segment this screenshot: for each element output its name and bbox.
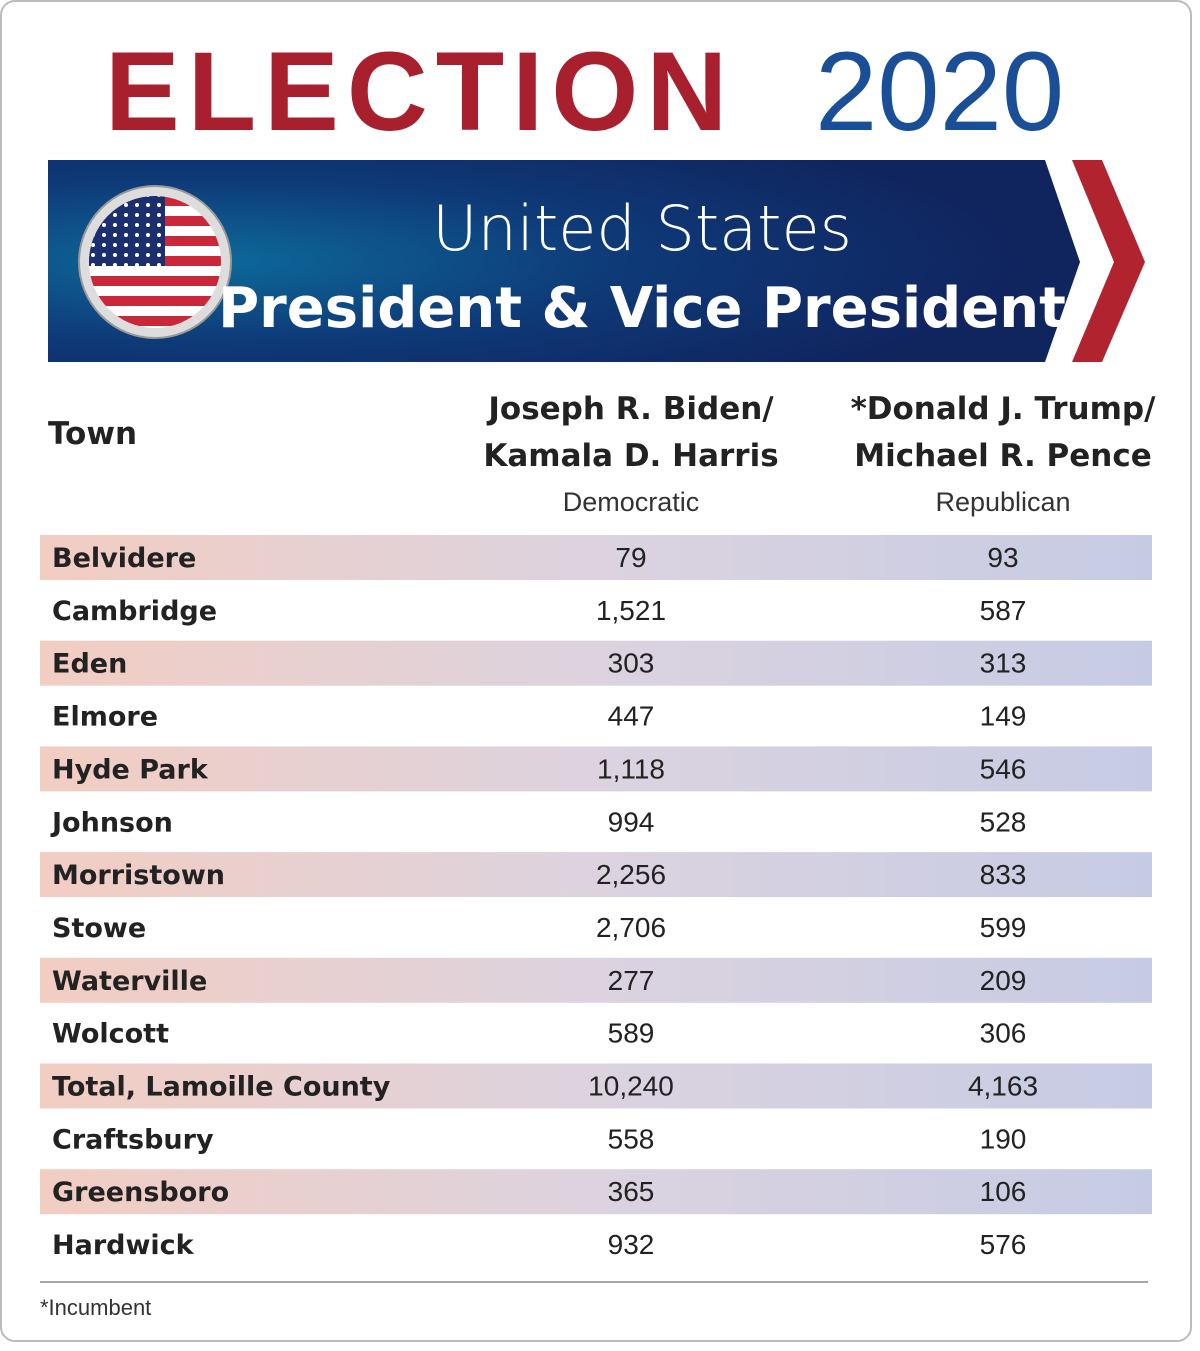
vote-count: 447 — [608, 701, 655, 732]
candidate-line2: Kamala D. Harris — [483, 438, 778, 474]
chevron — [1072, 160, 1145, 362]
vote-count: 599 — [980, 912, 1027, 943]
row-stripe — [40, 1169, 1152, 1215]
vote-count: 149 — [980, 701, 1027, 732]
vote-count: 546 — [980, 753, 1027, 784]
row-stripe — [40, 535, 1152, 580]
town-name: Greensboro — [52, 1177, 229, 1208]
banner — [48, 160, 1080, 362]
vote-count: 365 — [608, 1176, 655, 1207]
vote-count: 313 — [980, 648, 1027, 679]
vote-count: 306 — [980, 1018, 1027, 1049]
town-name: Johnson — [50, 807, 173, 838]
vote-count: 10,240 — [588, 1071, 674, 1102]
vote-count: 833 — [980, 859, 1027, 890]
row-stripe — [40, 957, 1152, 1003]
vote-count: 2,256 — [596, 859, 666, 890]
town-name: Morristown — [52, 860, 225, 891]
title-word: ELECTION — [105, 29, 735, 154]
row-stripe — [40, 746, 1152, 792]
vote-count: 1,521 — [596, 595, 666, 626]
town-name: Total, Lamoille County — [52, 1072, 391, 1103]
vote-count: 994 — [608, 806, 655, 837]
vote-count: 589 — [608, 1018, 655, 1049]
town-header: Town — [48, 416, 137, 452]
candidate-line1: Joseph R. Biden/ — [486, 391, 774, 427]
vote-count: 576 — [980, 1229, 1027, 1260]
town-name: Stowe — [52, 913, 146, 944]
vote-count: 558 — [608, 1123, 655, 1154]
town-name: Hyde Park — [52, 754, 209, 785]
party: Republican — [935, 487, 1070, 517]
town-name: Hardwick — [52, 1230, 195, 1261]
candidate-line1: *Donald J. Trump/ — [851, 391, 1157, 427]
vote-count: 209 — [980, 965, 1027, 996]
vote-count: 190 — [980, 1123, 1027, 1154]
title-year: 2020 — [815, 29, 1064, 154]
town-name: Cambridge — [52, 596, 217, 627]
vote-count: 79 — [615, 542, 646, 573]
vote-count: 277 — [608, 965, 655, 996]
town-name: Eden — [52, 649, 127, 680]
town-name: Wolcott — [52, 1019, 169, 1050]
vote-count: 303 — [608, 648, 655, 679]
vote-count: 93 — [987, 542, 1018, 573]
town-name: Craftsbury — [52, 1124, 214, 1155]
vote-count: 2,706 — [596, 912, 666, 943]
candidate-line2: Michael R. Pence — [854, 438, 1152, 474]
vote-count: 1,118 — [597, 753, 665, 784]
footnote: *Incumbent — [40, 1295, 151, 1320]
banner-line1: United States — [432, 192, 852, 265]
vote-count: 4,163 — [968, 1071, 1038, 1102]
party: Democratic — [563, 487, 700, 517]
town-name: Waterville — [52, 966, 207, 997]
row-stripe — [40, 852, 1152, 898]
vote-count: 932 — [608, 1229, 655, 1260]
vote-count: 587 — [980, 595, 1027, 626]
row-stripe — [40, 1063, 1152, 1109]
vote-count: 528 — [980, 806, 1027, 837]
row-stripe — [40, 640, 1152, 686]
town-name: Belvidere — [52, 543, 196, 574]
vote-count: 106 — [980, 1176, 1027, 1207]
flag — [89, 196, 221, 328]
banner-line2: President & Vice President — [218, 276, 1066, 341]
town-name: Elmore — [52, 702, 158, 733]
